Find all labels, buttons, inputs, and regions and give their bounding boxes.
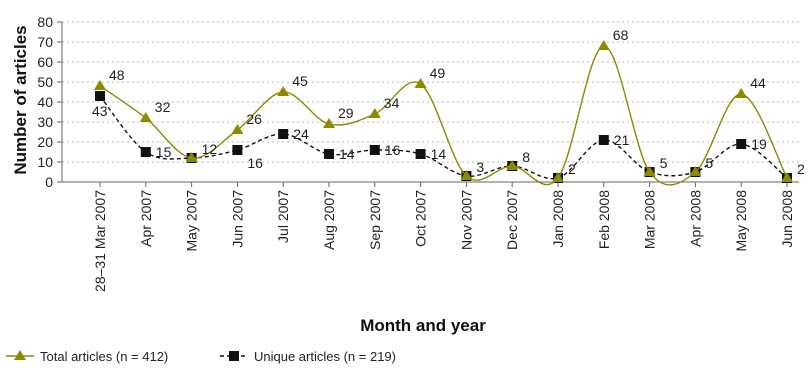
data-label: 5	[705, 155, 713, 171]
y-tick-label: 80	[37, 14, 53, 30]
x-tick-label: May 2008	[733, 190, 749, 252]
total-articles-point	[552, 172, 564, 182]
data-label-total: 68	[613, 27, 629, 43]
x-tick-label: Jun 2008	[779, 190, 795, 248]
y-tick-label: 50	[37, 74, 53, 90]
data-label: 5	[660, 155, 668, 171]
x-tick-label: Sep 2007	[367, 190, 383, 250]
total-articles-point	[506, 160, 519, 170]
unique-articles-line	[99, 95, 788, 180]
data-label-unique: 16	[385, 142, 401, 158]
legend: Total articles (n = 412) Unique articles …	[6, 349, 396, 364]
x-axis: 28–31 Mar 2007 Apr 2007 May 2007 Jun 2007 Ju…	[62, 181, 799, 292]
x-tick-label: 28–31 Mar 2007	[92, 190, 108, 292]
unique-articles-point	[598, 135, 609, 145]
unique-articles-point	[736, 139, 747, 149]
legend-total-label: Total articles (n = 412)	[40, 349, 168, 364]
x-tick-label: Oct 2007	[413, 190, 429, 247]
total-articles-point	[139, 112, 152, 122]
x-tick-label: Jun 2007	[229, 190, 245, 248]
data-label-total: 45	[292, 73, 308, 89]
total-articles-point	[735, 88, 748, 98]
data-label-unique: 24	[293, 126, 309, 142]
total-articles-point	[185, 152, 198, 162]
legend-unique-label: Unique articles (n = 219)	[254, 349, 396, 364]
y-tick-label: 20	[37, 134, 53, 150]
gridlines	[62, 21, 799, 163]
total-articles-point	[368, 108, 381, 118]
data-label: 3	[476, 159, 484, 175]
y-tick-label: 0	[45, 174, 53, 190]
total-articles-point	[277, 86, 290, 96]
x-tick-label: Jan 2008	[550, 190, 566, 248]
data-label-total: 44	[750, 75, 766, 91]
x-tick-label: Dec 2007	[504, 190, 520, 250]
unique-articles-point	[278, 129, 289, 139]
unique-articles-point	[324, 149, 334, 159]
y-tick-label: 40	[37, 94, 53, 110]
total-articles-point	[689, 166, 702, 176]
data-label: 8	[522, 149, 530, 165]
data-label-unique: 21	[614, 132, 630, 148]
x-tick-label: Nov 2007	[458, 190, 474, 250]
data-label-total: 34	[384, 95, 400, 111]
y-axis: 0 10 20 30 40 50 60 70 80	[37, 14, 63, 190]
data-label-unique: 14	[339, 146, 355, 162]
data-label-unique: 19	[751, 136, 767, 152]
unique-articles-point	[232, 145, 243, 155]
y-tick-label: 30	[37, 114, 53, 130]
series-layer	[94, 40, 793, 186]
data-label-unique: 16	[247, 155, 263, 171]
total-articles-point	[597, 40, 610, 50]
y-tick-label: 60	[37, 54, 53, 70]
x-tick-label: May 2007	[184, 190, 200, 252]
x-axis-title: Month and year	[360, 316, 486, 335]
y-tick-label: 10	[37, 154, 53, 170]
data-label: 12	[202, 141, 218, 157]
data-label-total: 48	[109, 67, 125, 83]
data-labels: 48 43 32 15 12 26 16 45 24 29 14 34 16 49 14 3 8 2 68 21 5 5 4…	[92, 27, 805, 177]
data-label-total: 49	[430, 65, 446, 81]
legend-total-marker	[14, 350, 26, 360]
x-tick-label: Apr 2007	[138, 190, 154, 247]
data-label-total: 32	[155, 99, 171, 115]
data-label-unique: 15	[156, 144, 172, 160]
legend-unique-marker	[229, 351, 239, 361]
unique-articles-point	[140, 147, 151, 157]
total-articles-point	[94, 80, 106, 90]
total-articles-point	[231, 124, 244, 134]
x-tick-label: Apr 2008	[687, 190, 703, 247]
data-label: 2	[797, 161, 805, 177]
total-articles-point	[414, 78, 427, 88]
unique-articles-point	[369, 145, 380, 155]
total-articles-point	[323, 118, 335, 128]
data-label-total: 26	[246, 111, 262, 127]
total-articles-point	[460, 170, 473, 180]
x-tick-label: Feb 2008	[596, 190, 612, 249]
y-tick-label: 70	[37, 34, 53, 50]
x-tick-label: Jul 2007	[275, 190, 291, 243]
total-articles-point	[781, 172, 793, 182]
data-label-unique: 43	[92, 103, 108, 119]
unique-articles-point	[415, 149, 426, 159]
x-tick-label: Mar 2008	[642, 190, 658, 249]
x-tick-label: Aug 2007	[321, 190, 337, 250]
data-label-total: 29	[338, 105, 354, 121]
unique-articles-point	[95, 91, 105, 101]
total-articles-point	[643, 166, 656, 176]
data-label: 2	[568, 161, 576, 177]
data-label-unique: 14	[431, 146, 447, 162]
y-axis-title: Number of articles	[11, 25, 30, 174]
